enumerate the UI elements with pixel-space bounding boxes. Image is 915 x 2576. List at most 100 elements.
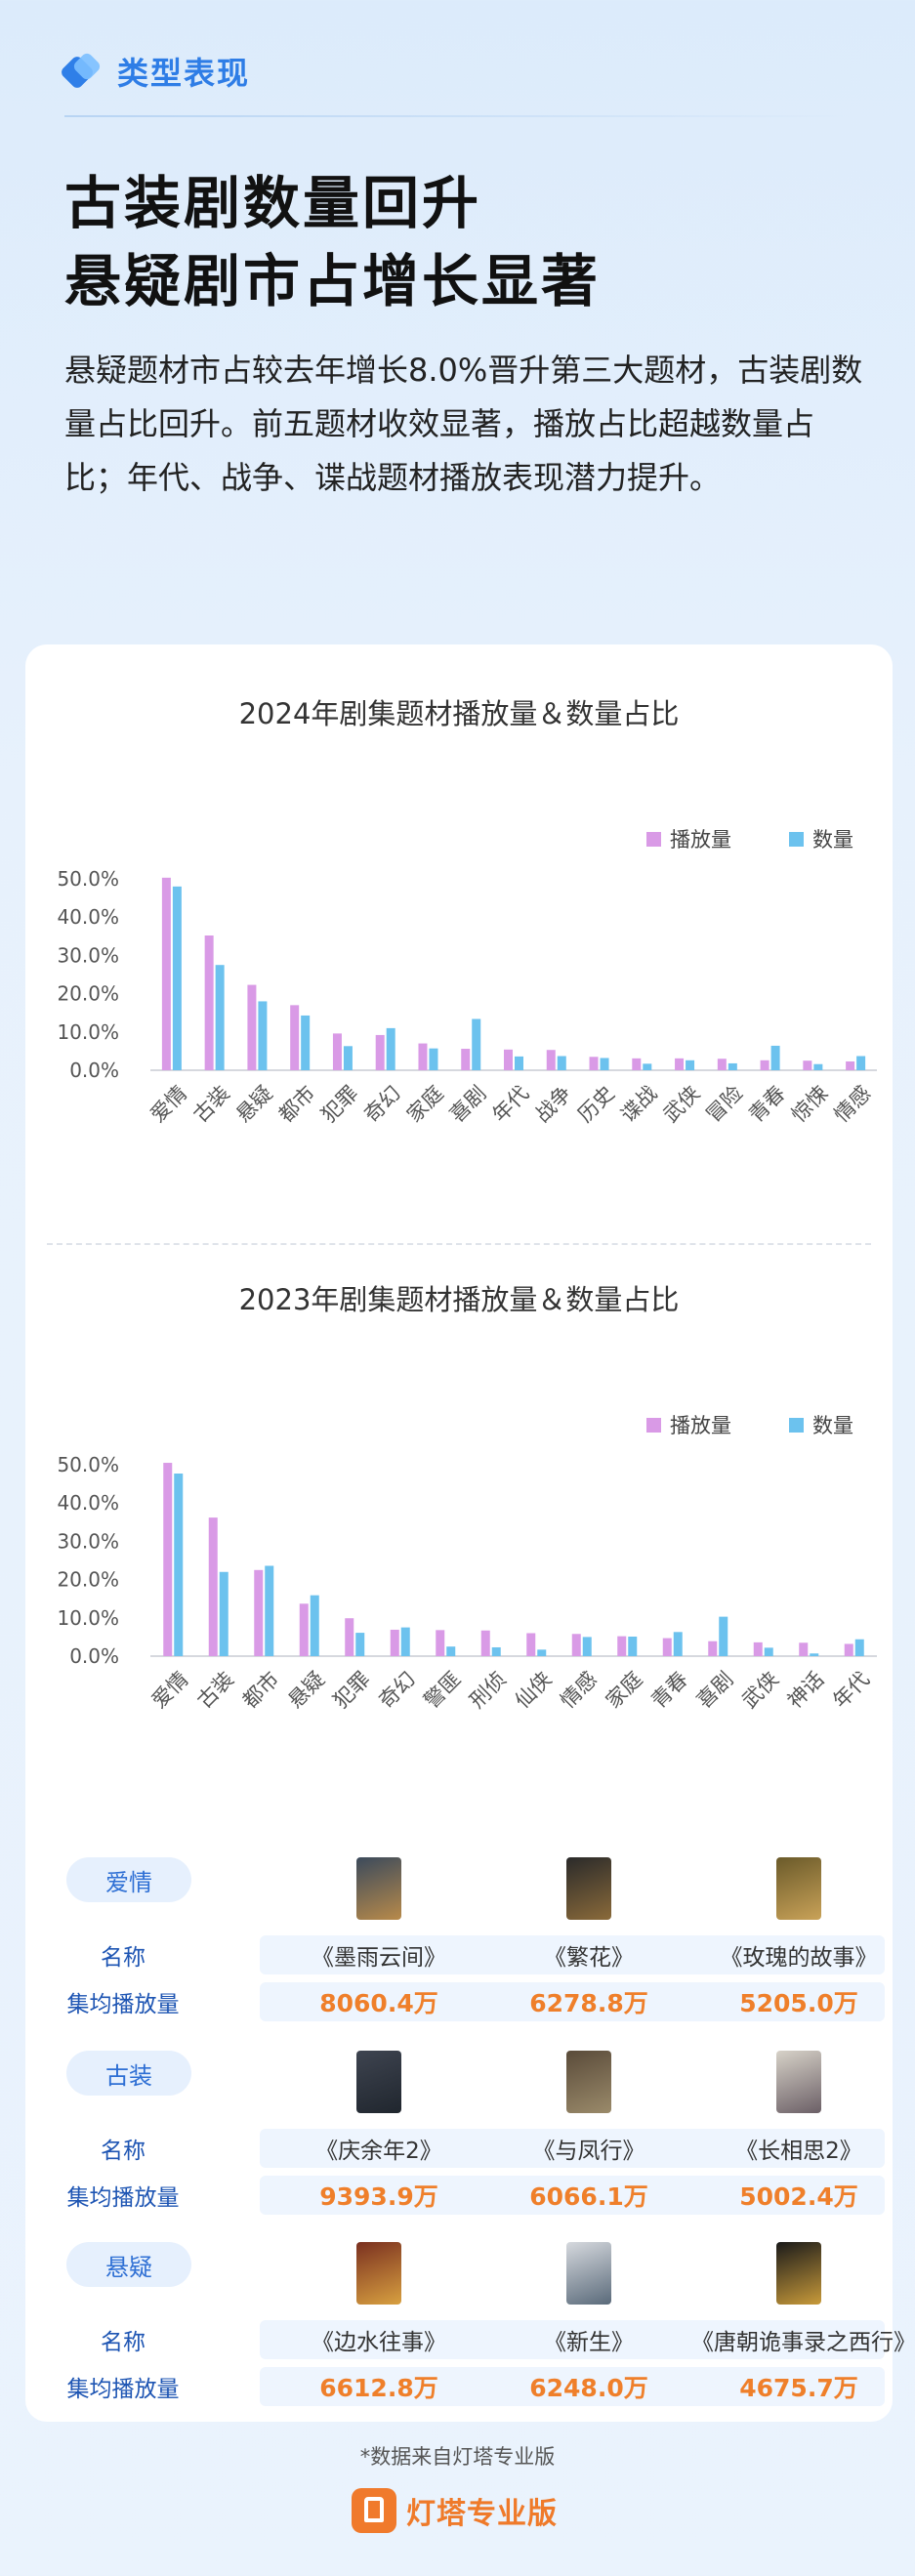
bar-count-9 — [582, 1637, 592, 1656]
drama-poster-image — [566, 2242, 611, 2305]
bar-count-7 — [491, 1646, 501, 1656]
bar-play-10 — [617, 1636, 627, 1656]
y-tick-label: 20.0% — [57, 1568, 119, 1592]
intro-paragraph: 悬疑题材市占较去年增长8.0%晋升第三大题材，古装剧数量占比回升。前五题材收效显… — [64, 352, 863, 496]
bar-count-11 — [673, 1632, 683, 1656]
bar-play-1 — [208, 1517, 218, 1656]
bar-count-8 — [515, 1056, 523, 1070]
avg-play-value: 6066.1万 — [529, 2182, 648, 2211]
category-label: 仙侠 — [511, 1667, 557, 1713]
genre-pill: 爱情 — [66, 1857, 191, 1902]
bar-play-9 — [546, 1050, 556, 1070]
row-label: 名称 — [101, 1945, 146, 1971]
bar-play-7 — [480, 1630, 490, 1656]
bar-play-13 — [753, 1641, 763, 1656]
drama-title: 《边水往事》 — [312, 2330, 446, 2355]
bar-play-1 — [204, 935, 214, 1070]
bar-play-2 — [254, 1569, 264, 1656]
bar-count-8 — [537, 1649, 547, 1656]
bar-count-3 — [301, 1015, 311, 1070]
bar-count-12 — [719, 1616, 728, 1656]
bar-play-0 — [161, 877, 171, 1070]
category-label: 年代 — [828, 1667, 874, 1713]
bar-play-10 — [589, 1057, 599, 1070]
y-tick-label: 50.0% — [57, 1453, 119, 1476]
bar-play-9 — [571, 1634, 581, 1656]
chart-2024: 0.0% 10.0% 20.0% 30.0% 40.0% 50.0% 爱情古装悬疑都市犯罪奇… — [57, 828, 877, 1127]
bar-play-14 — [760, 1059, 769, 1070]
bar-play-4 — [345, 1618, 354, 1656]
category-label: 爱情 — [146, 1081, 191, 1127]
category-label: 冒险 — [701, 1081, 747, 1127]
bar-count-2 — [265, 1565, 274, 1656]
category-label: 爱情 — [147, 1667, 193, 1713]
y-tick-label: 0.0% — [69, 1644, 119, 1668]
bar-count-12 — [686, 1059, 695, 1070]
page-title: 古装剧数量回升 悬疑剧市占增长显著 — [64, 164, 601, 320]
bar-count-3 — [310, 1595, 319, 1656]
avg-play-value: 5205.0万 — [739, 1989, 858, 2017]
avg-play-value: 4675.7万 — [739, 2374, 858, 2402]
title-row: 名称 《墨雨云间》 《繁花》 《玫瑰的故事》 — [55, 1935, 885, 1974]
category-label: 犯罪 — [317, 1081, 363, 1127]
category-label: 古装 — [188, 1081, 234, 1127]
category-label: 历史 — [573, 1081, 619, 1127]
drama-title: 《新生》 — [544, 2330, 634, 2355]
bar-count-4 — [343, 1046, 353, 1070]
bar-count-1 — [215, 965, 225, 1070]
bar-play-8 — [504, 1049, 513, 1070]
row-label: 集均播放量 — [66, 1992, 180, 2017]
drama-poster-image — [776, 2051, 821, 2113]
bar-count-6 — [429, 1048, 438, 1070]
category-label: 古装 — [192, 1667, 238, 1713]
bar-count-0 — [174, 1474, 184, 1656]
bar-count-4 — [355, 1633, 365, 1656]
title-row: 名称 《边水往事》 《新生》 《唐朝诡事录之西行》 — [55, 2320, 915, 2359]
drama-poster-image — [356, 2051, 401, 2113]
genre-ranking-0: 爱情 名称 《墨雨云间》 《繁花》 《玫瑰的故事》 集均播放量 8060.4万 6278.8万… — [55, 1857, 885, 2033]
bar-play-5 — [390, 1629, 399, 1656]
category-label: 悬疑 — [231, 1081, 277, 1127]
y-tick-label: 10.0% — [57, 1020, 119, 1044]
category-label: 惊悚 — [787, 1081, 833, 1127]
title-row: 名称 《庆余年2》 《与凤行》 《长相思2》 — [55, 2129, 885, 2168]
category-label: 战争 — [530, 1081, 576, 1127]
bar-count-9 — [557, 1056, 566, 1070]
avg-play-value: 6248.0万 — [529, 2374, 648, 2402]
content-card: 2024年剧集题材播放量＆数量占比 0.0% 10.0% 20.0% 30.0% 40.… — [25, 644, 915, 2422]
drama-poster-image — [566, 2051, 611, 2113]
category-label: 刑侦 — [465, 1667, 511, 1713]
bar-play-13 — [717, 1059, 727, 1070]
bar-count-6 — [446, 1646, 456, 1656]
bar-count-14 — [770, 1045, 780, 1070]
drama-title: 《繁花》 — [544, 1945, 634, 1971]
section-tag-label: 类型表现 — [117, 55, 251, 92]
row-label: 集均播放量 — [66, 2185, 180, 2211]
bar-play-3 — [299, 1603, 309, 1656]
brand-logo: 灯塔专业版 — [352, 2488, 558, 2533]
avg-play-value: 6612.8万 — [319, 2374, 438, 2402]
play-row: 集均播放量 6612.8万 6248.0万 4675.7万 — [55, 2367, 885, 2406]
bar-play-4 — [332, 1033, 342, 1070]
category-label: 奇幻 — [374, 1667, 420, 1713]
legend-label: 播放量 — [670, 1414, 731, 1437]
category-label: 谍战 — [616, 1081, 662, 1127]
category-label: 都市 — [274, 1081, 320, 1127]
drama-poster-image — [566, 1857, 611, 1920]
category-label: 悬疑 — [283, 1667, 329, 1713]
legend-swatch — [646, 1418, 661, 1433]
bar-count-1 — [219, 1571, 229, 1656]
legend-label: 数量 — [812, 1414, 853, 1437]
title-line-2: 悬疑剧市占增长显著 — [64, 248, 602, 314]
diamond-icon — [59, 51, 103, 91]
brand-name: 灯塔专业版 — [406, 2497, 558, 2531]
avg-play-value: 6278.8万 — [529, 1989, 648, 2017]
category-label: 年代 — [488, 1081, 534, 1127]
bar-play-15 — [803, 1060, 812, 1070]
bar-play-11 — [662, 1638, 672, 1656]
drama-poster-image — [776, 2242, 821, 2305]
chart-2023-title: 2023年剧集题材播放量＆数量占比 — [238, 1283, 680, 1316]
bar-play-14 — [799, 1642, 809, 1656]
category-label: 喜剧 — [445, 1081, 491, 1127]
y-tick-label: 0.0% — [69, 1059, 119, 1082]
